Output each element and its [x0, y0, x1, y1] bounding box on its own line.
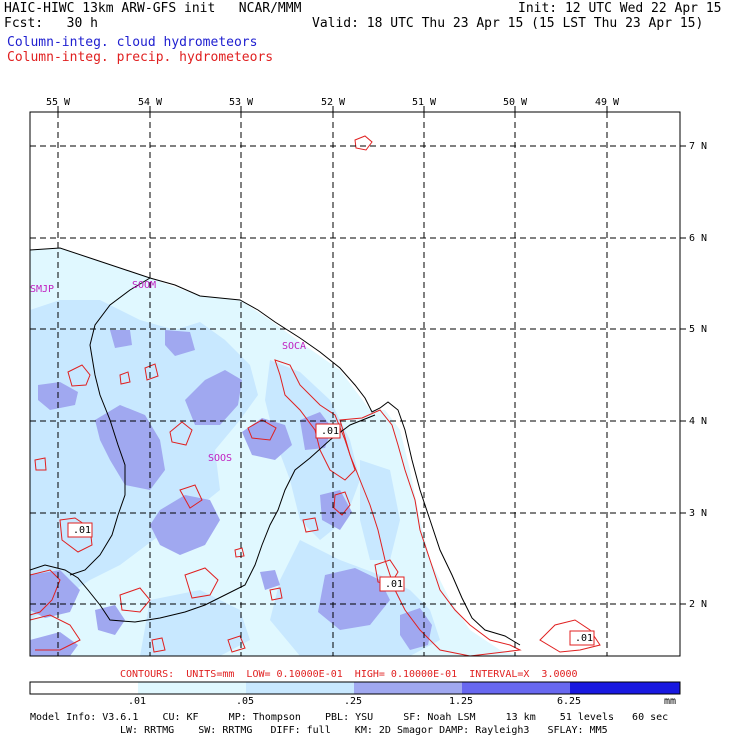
model-info-line1: Model Info: V3.6.1 CU: KF MP: Thompson P…	[30, 712, 669, 723]
lat-label-3n: 3 N	[689, 508, 708, 519]
map-frame	[29, 111, 681, 657]
lat-label-7n: 7 N	[689, 141, 708, 152]
station-soca: SOCA	[282, 341, 307, 352]
lat-label-6n: 6 N	[689, 233, 708, 244]
lat-label-4n: 4 N	[689, 416, 708, 427]
coastline-and-borders	[30, 247, 521, 646]
station-smjp: SMJP	[30, 284, 55, 295]
contour-label: .01	[73, 525, 92, 536]
scale-tick: .01	[128, 696, 147, 707]
legend-precip-hydrometeors: Column-integ. precip. hydrometeors	[7, 50, 274, 65]
scale-tick: 1.25	[449, 696, 474, 707]
lon-label-49w: 49 W	[595, 97, 620, 108]
init-time: Init: 12 UTC Wed 22 Apr 15	[518, 1, 722, 16]
station-soom: SOOM	[132, 280, 157, 291]
lon-label-51w: 51 W	[412, 97, 437, 108]
lon-label-54w: 54 W	[138, 97, 163, 108]
lat-lon-grid	[30, 112, 680, 656]
legend-cloud-hydrometeors: Column-integ. cloud hydrometeors	[7, 35, 258, 50]
lon-label-53w: 53 W	[229, 97, 254, 108]
scale-tick: .05	[236, 696, 255, 707]
lon-label-50w: 50 W	[503, 97, 528, 108]
contours-info: CONTOURS: UNITS=mm LOW= 0.10000E-01 HIGH…	[120, 669, 578, 680]
model-info-line2: LW: RRTMG SW: RRTMG DIFF: full KM: 2D Sm…	[120, 725, 608, 736]
scale-tick: .25	[344, 696, 363, 707]
contour-label: .01	[385, 579, 404, 590]
lat-label-2n: 2 N	[689, 599, 708, 610]
scale-unit: mm	[664, 696, 677, 707]
contour-label: .01	[575, 633, 594, 644]
map-title: HAIC-HIWC 13km ARW-GFS init NCAR/MMM	[4, 1, 302, 16]
lon-label-52w: 52 W	[321, 97, 346, 108]
contour-label: .01	[321, 426, 340, 437]
forecast-hour: Fcst: 30 h	[4, 16, 98, 31]
shading-layer	[30, 135, 601, 656]
valid-time: Valid: 18 UTC Thu 23 Apr 15 (15 LST Thu …	[312, 16, 704, 31]
lat-label-5n: 5 N	[689, 324, 708, 335]
lon-label-55w: 55 W	[46, 97, 71, 108]
station-soos: SOOS	[208, 453, 233, 464]
scale-tick: 6.25	[557, 696, 582, 707]
